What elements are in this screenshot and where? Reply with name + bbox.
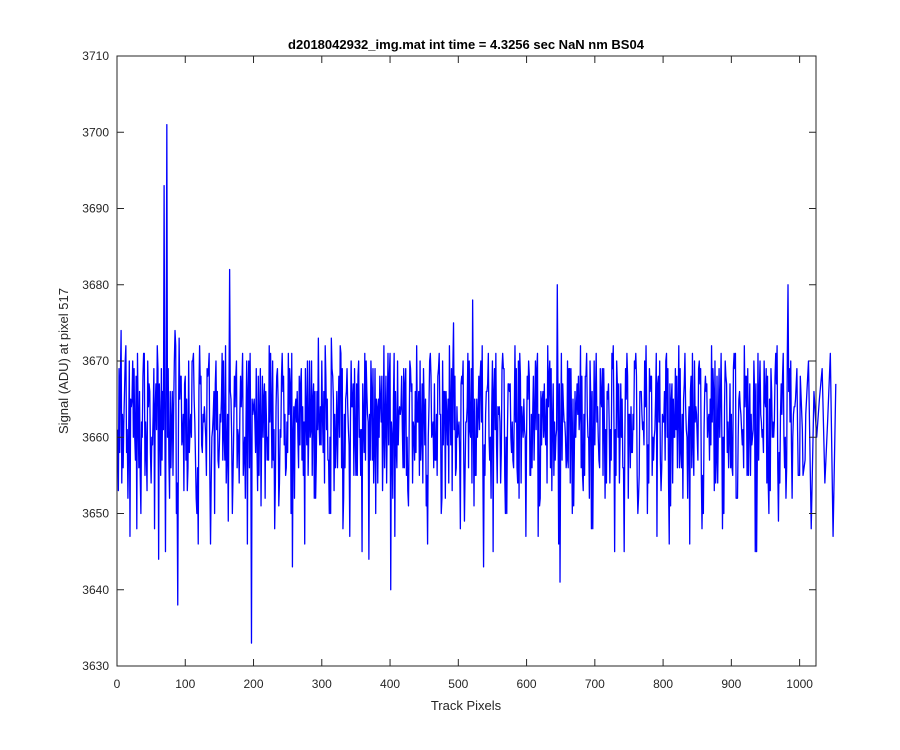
y-axis-ticks: 3630 3640 3650 3660 3670 3680 3690 3700 3710 [82, 49, 816, 673]
x-tick-label: 700 [585, 677, 605, 691]
x-tick-label: 800 [653, 677, 673, 691]
y-tick-label: 3650 [82, 507, 109, 521]
x-tick-label: 1000 [786, 677, 813, 691]
y-tick-label: 3640 [82, 583, 109, 597]
chart-title: d2018042932_img.mat int time = 4.3256 se… [288, 37, 645, 52]
x-tick-label: 0 [114, 677, 121, 691]
y-tick-label: 3680 [82, 278, 109, 292]
y-tick-label: 3670 [82, 354, 109, 368]
x-tick-label: 300 [312, 677, 332, 691]
x-tick-label: 100 [175, 677, 195, 691]
x-tick-label: 500 [448, 677, 468, 691]
x-tick-label: 400 [380, 677, 400, 691]
y-tick-label: 3710 [82, 49, 109, 63]
y-tick-label: 3660 [82, 430, 109, 444]
x-tick-label: 900 [721, 677, 741, 691]
y-axis-label: Signal (ADU) at pixel 517 [56, 288, 71, 434]
x-axis-label: Track Pixels [431, 698, 502, 713]
x-axis-ticks: 0 100 200 300 400 500 600 700 800 900 1000 [114, 56, 813, 691]
y-tick-label: 3630 [82, 659, 109, 673]
y-tick-label: 3690 [82, 202, 109, 216]
x-tick-label: 600 [517, 677, 537, 691]
signal-trace [117, 123, 837, 644]
series-layer [117, 123, 837, 644]
x-tick-label: 200 [244, 677, 264, 691]
y-tick-label: 3700 [82, 125, 109, 139]
